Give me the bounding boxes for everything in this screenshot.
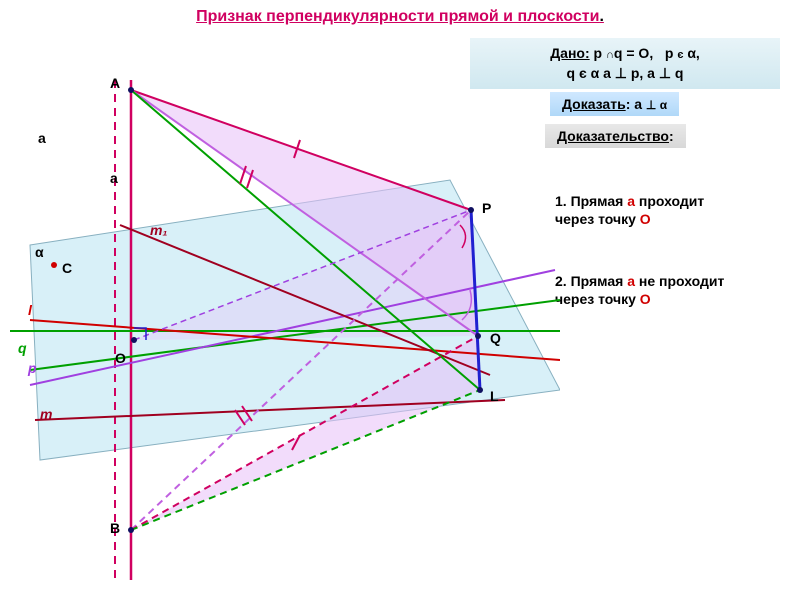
label-B: B — [110, 520, 120, 536]
label-O: O — [115, 350, 126, 366]
label-m: m — [40, 406, 52, 422]
label-alpha: α — [35, 244, 44, 260]
prove-box: Доказать: a ⊥ α — [550, 92, 679, 116]
label-a1: a — [38, 130, 46, 146]
label-A: A — [110, 75, 120, 91]
geometry-diagram — [0, 40, 560, 600]
step-2: 2. Прямая а не проходит через точку О — [555, 272, 795, 308]
page-title: Признак перпендикулярности прямой и плос… — [0, 0, 800, 26]
label-P: P — [482, 200, 491, 216]
label-m1: m₁ — [150, 222, 167, 238]
label-l: l — [28, 302, 32, 318]
label-C: C — [62, 260, 72, 276]
label-p: p — [28, 360, 37, 376]
label-Q: Q — [490, 330, 501, 346]
label-L: L — [490, 388, 499, 404]
step-1: 1. Прямая а проходит через точку О — [555, 192, 795, 228]
label-q: q — [18, 340, 27, 356]
proof-label: Доказательство: — [545, 124, 686, 148]
label-a2: a — [110, 170, 118, 186]
